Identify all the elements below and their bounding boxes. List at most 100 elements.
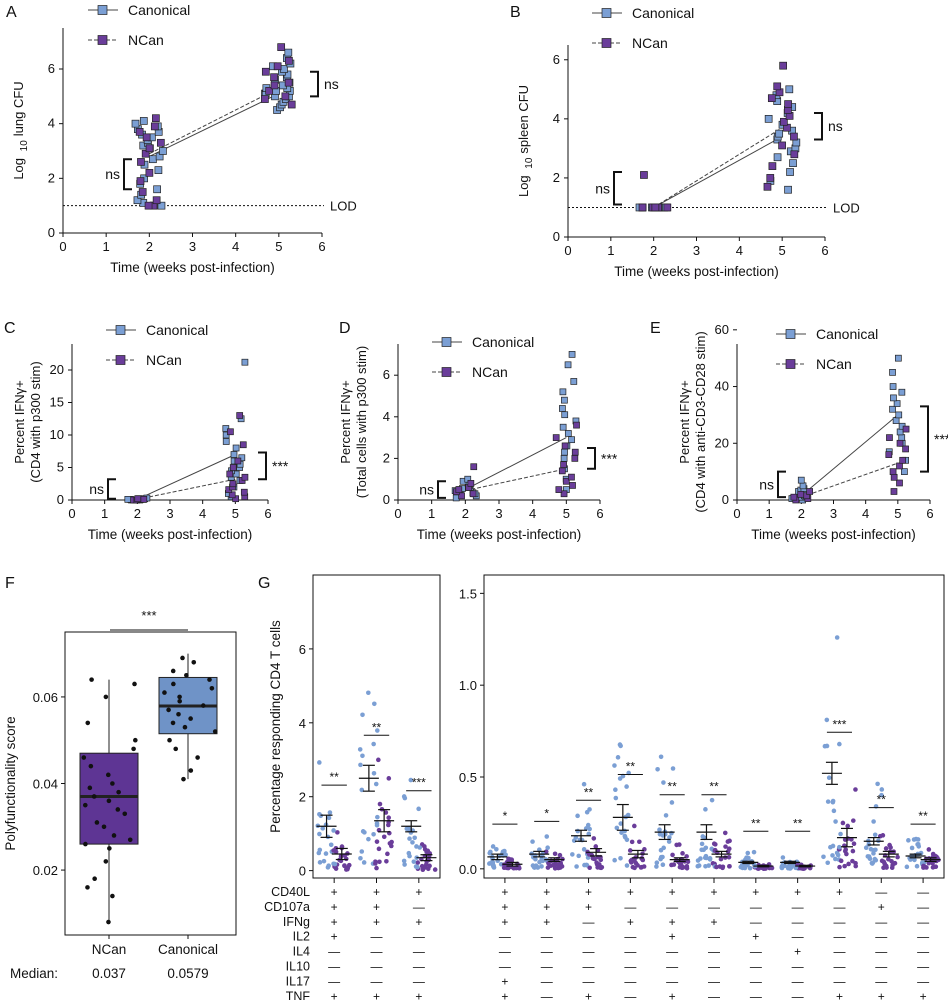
marker-cell: — <box>541 930 553 944</box>
ncan-point <box>131 746 136 752</box>
marker-cell: — <box>413 945 425 959</box>
ncan-point <box>232 495 240 503</box>
ncan-point <box>132 681 137 687</box>
y-tick-label: 2 <box>553 170 560 185</box>
canonical-point <box>402 862 407 867</box>
canonical-point <box>871 819 876 824</box>
ncan-point <box>726 846 732 852</box>
canonical-point <box>171 681 176 687</box>
canonical-point <box>837 844 842 850</box>
canonical-point <box>180 655 185 661</box>
y-tick-label: 2 <box>299 790 306 805</box>
canonical-point <box>222 438 230 445</box>
marker-cell: — <box>917 930 929 944</box>
significance-label: ns <box>595 180 610 196</box>
canonical-point <box>188 716 193 721</box>
x-tick-label: Canonical <box>158 942 218 957</box>
canonical-point <box>181 776 186 782</box>
significance-bracket <box>920 405 929 473</box>
canonical-point <box>357 747 363 752</box>
x-tick-label: 6 <box>821 243 828 258</box>
significance-label: *** <box>934 431 948 447</box>
ncan-point <box>383 810 389 815</box>
canonical-point <box>230 451 238 458</box>
marker-cell: — <box>750 915 762 929</box>
y-tick-label: 6 <box>299 642 306 657</box>
canonical-point <box>614 825 620 831</box>
legend-ncan-swatch <box>97 35 108 45</box>
ncan-point <box>557 852 563 858</box>
marker-cell: — <box>792 900 804 914</box>
marker-cell: + <box>836 885 843 899</box>
ncan-point <box>722 830 728 836</box>
canonical-point <box>835 852 841 858</box>
canonical-point <box>375 814 380 820</box>
ncan-point <box>552 434 560 441</box>
canonical-point <box>657 827 662 833</box>
ncan-point <box>768 162 777 170</box>
legend: Canonical NCan <box>106 322 208 368</box>
canonical-point <box>490 863 496 868</box>
x-tick-label: 2 <box>462 506 469 521</box>
x-tick-label: 2 <box>650 243 657 258</box>
ncan-point <box>838 858 844 864</box>
ncan-point <box>881 859 887 865</box>
ncan-point <box>880 833 886 838</box>
marker-cell: + <box>331 989 338 1000</box>
canonical-point <box>789 159 797 168</box>
canonical-point <box>408 777 414 783</box>
y-tick-label: 0.04 <box>33 777 58 792</box>
marker-cell: — <box>413 974 425 988</box>
ncan-point <box>720 865 725 871</box>
canonical-point <box>906 838 911 843</box>
ncan-point <box>425 848 431 854</box>
ncan-point <box>790 150 799 159</box>
x-tick-label: 4 <box>232 239 239 254</box>
canonical-point <box>407 836 412 841</box>
x-tick-label: 1 <box>103 239 110 254</box>
canonical-point <box>317 831 322 837</box>
canonical-point <box>699 847 704 853</box>
marker-cell: + <box>920 989 927 1000</box>
canonical-point <box>207 677 212 682</box>
x-tick-label: 0 <box>59 239 66 254</box>
x-tick-label: 1 <box>766 506 773 521</box>
canonical-point <box>654 864 659 869</box>
x-tick-label: 2 <box>798 506 805 521</box>
ncan-point <box>790 493 798 501</box>
canonical-point <box>545 845 550 851</box>
marker-cell: — <box>708 900 720 914</box>
ncan-point <box>284 78 293 87</box>
canonical-point <box>618 855 623 861</box>
y-axis-label-line2: (CD4 with anti-CD3-CD28 stim) <box>693 331 708 512</box>
ncan-point <box>106 919 111 925</box>
significance-label: ** <box>793 816 803 830</box>
marker-cell: + <box>836 989 843 1000</box>
ncan-point <box>110 893 115 899</box>
lod-label: LOD <box>330 199 357 214</box>
canonical-point <box>706 863 712 868</box>
canonical-point <box>375 728 380 733</box>
canonical-point <box>184 672 189 678</box>
ncan-point <box>133 737 138 743</box>
canonical-point <box>779 865 785 871</box>
marker-cell: — <box>624 989 636 1000</box>
canonical-point <box>559 405 566 412</box>
canonical-point <box>889 369 896 376</box>
marker-cell: — <box>708 930 720 944</box>
x-tick-label: 3 <box>495 506 502 521</box>
canonical-point <box>612 857 617 863</box>
significance-label: *** <box>601 450 618 466</box>
x-tick-label: 0 <box>394 506 401 521</box>
canonical-point <box>583 826 589 831</box>
marker-cell: — <box>833 945 845 959</box>
marker-cell: + <box>627 915 634 929</box>
marker-cell: — <box>499 945 511 959</box>
significance-label: ** <box>751 816 761 830</box>
canonical-point <box>358 762 363 768</box>
ncan-point <box>889 865 895 871</box>
ncan-point <box>145 169 154 177</box>
significance-bracket <box>777 470 786 499</box>
canonical-point <box>559 388 567 396</box>
ncan-point <box>587 865 592 871</box>
